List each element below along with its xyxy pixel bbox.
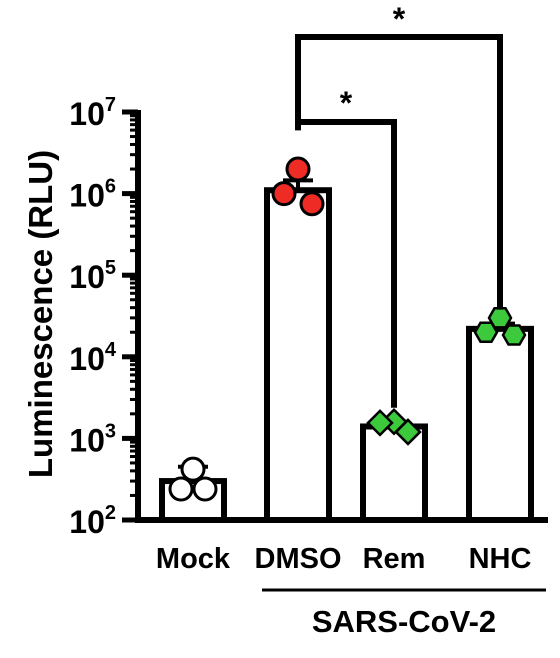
- bars-layer: [159, 178, 534, 523]
- x-tick-label-dmso: DMSO: [255, 543, 342, 575]
- y-tick-label: 102: [69, 502, 116, 540]
- x-tick-label-nhc: NHC: [469, 543, 532, 575]
- significance-bracket-2: [295, 34, 503, 310]
- y-axis-label: Luminescence (RLU): [22, 150, 59, 478]
- data-point-nhc-1: [487, 307, 513, 329]
- data-point-mock-2: [168, 476, 194, 502]
- bar-rem: [360, 423, 428, 523]
- y-tick-label: 103: [69, 420, 116, 458]
- data-point-dmso-2: [271, 181, 297, 207]
- y-tick-label: 106: [69, 176, 116, 214]
- data-point-dmso-3: [299, 191, 325, 217]
- bar-dmso: [264, 187, 332, 523]
- significance-star-1: *: [340, 85, 353, 121]
- data-point-rem-3: [394, 418, 422, 446]
- y-tick-label: 105: [69, 257, 116, 295]
- data-point-mock-3: [192, 476, 218, 502]
- significance-brackets: **: [295, 1, 503, 408]
- data-point-dmso-1: [285, 156, 311, 182]
- points-layer: [168, 156, 527, 502]
- significance-bracket-1: [295, 119, 397, 408]
- group-label: SARS-CoV-2: [312, 604, 496, 639]
- x-axis-labels: Mock DMSO Rem NHC SARS-CoV-2: [156, 543, 546, 639]
- significance-star-2: *: [393, 1, 406, 37]
- y-tick-label: 107: [69, 94, 116, 132]
- x-tick-label-rem: Rem: [363, 543, 426, 575]
- y-axis: 102 103 104 105 106 107: [69, 94, 548, 540]
- y-tick-label: 104: [69, 339, 117, 377]
- data-point-nhc-3: [501, 324, 527, 346]
- bar-nhc: [466, 325, 534, 523]
- x-tick-label-mock: Mock: [156, 543, 231, 575]
- data-point-nhc-2: [473, 321, 499, 344]
- data-point-mock-1: [180, 456, 206, 482]
- data-point-rem-2: [366, 409, 394, 437]
